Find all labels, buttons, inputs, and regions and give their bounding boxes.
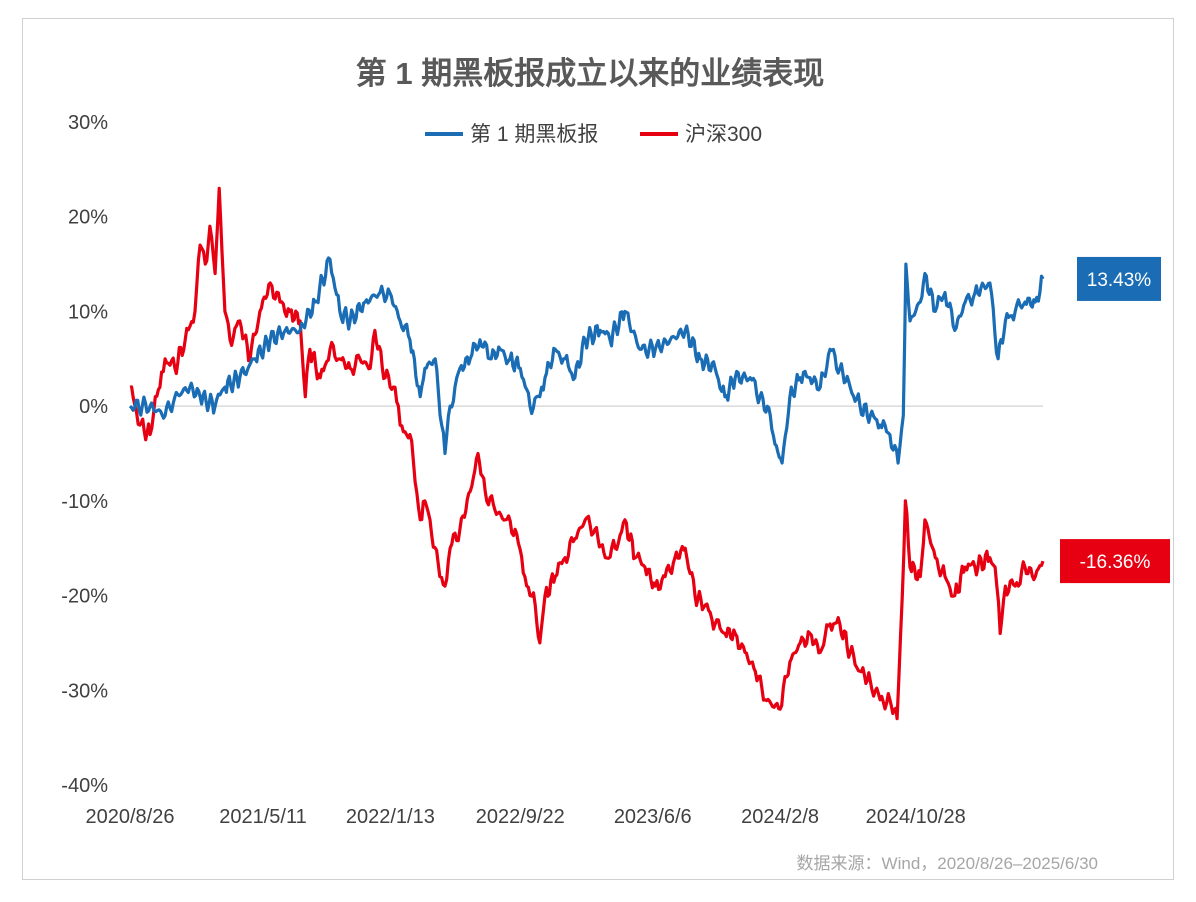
y-tick-label: 10% — [68, 301, 108, 323]
x-tick-label: 2023/6/6 — [614, 806, 692, 828]
end-value-box — [1060, 539, 1170, 584]
y-tick-label: 20% — [68, 207, 108, 229]
chart-frame — [22, 18, 1174, 880]
legend: 第 1 期黑板报 沪深300 — [425, 123, 762, 146]
x-tick-label: 2022/9/22 — [476, 806, 565, 828]
x-tick-label: 2021/5/11 — [219, 806, 307, 828]
end-value-box — [1077, 256, 1161, 301]
x-tick-label: 2020/8/26 — [86, 806, 175, 828]
end-value-label: 13.43% — [1087, 270, 1152, 291]
x-tick-label: 2024/2/8 — [741, 806, 819, 828]
source-note: 数据来源：Wind，2020/8/26–2025/6/30 — [797, 854, 1098, 873]
y-tick-label: 0% — [79, 396, 108, 418]
y-tick-label: 30% — [68, 112, 108, 134]
end-value-label: -16.36% — [1080, 552, 1151, 573]
legend-label-fund: 第 1 期黑板报 — [470, 123, 598, 146]
y-tick-label: -40% — [61, 775, 108, 797]
y-tick-label: -30% — [61, 680, 108, 702]
x-tick-label: 2024/10/28 — [866, 806, 966, 828]
series-line-fund — [128, 256, 1045, 465]
y-tick-label: -10% — [61, 491, 108, 513]
chart-title: 第 1 期黑板报成立以来的业绩表现 — [356, 56, 824, 91]
x-tick-label: 2022/1/13 — [346, 806, 435, 828]
series-line-csi300 — [129, 186, 1045, 721]
legend-label-csi300: 沪深300 — [685, 123, 762, 146]
y-tick-label: -20% — [61, 586, 108, 608]
